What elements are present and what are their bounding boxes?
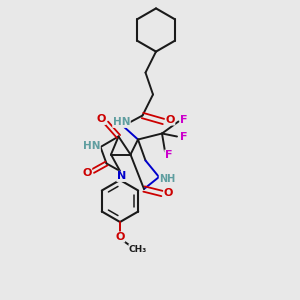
Text: O: O: [115, 232, 125, 242]
Text: O: O: [165, 115, 175, 125]
Text: F: F: [180, 115, 188, 125]
Text: O: O: [82, 167, 92, 178]
Text: CH₃: CH₃: [129, 244, 147, 253]
Text: HN: HN: [113, 117, 130, 128]
Text: O: O: [164, 188, 173, 199]
Text: NH: NH: [159, 173, 176, 184]
Text: HN: HN: [83, 140, 100, 151]
Text: F: F: [165, 150, 172, 160]
Text: F: F: [180, 131, 187, 142]
Text: O: O: [96, 114, 106, 124]
Text: N: N: [117, 171, 126, 182]
